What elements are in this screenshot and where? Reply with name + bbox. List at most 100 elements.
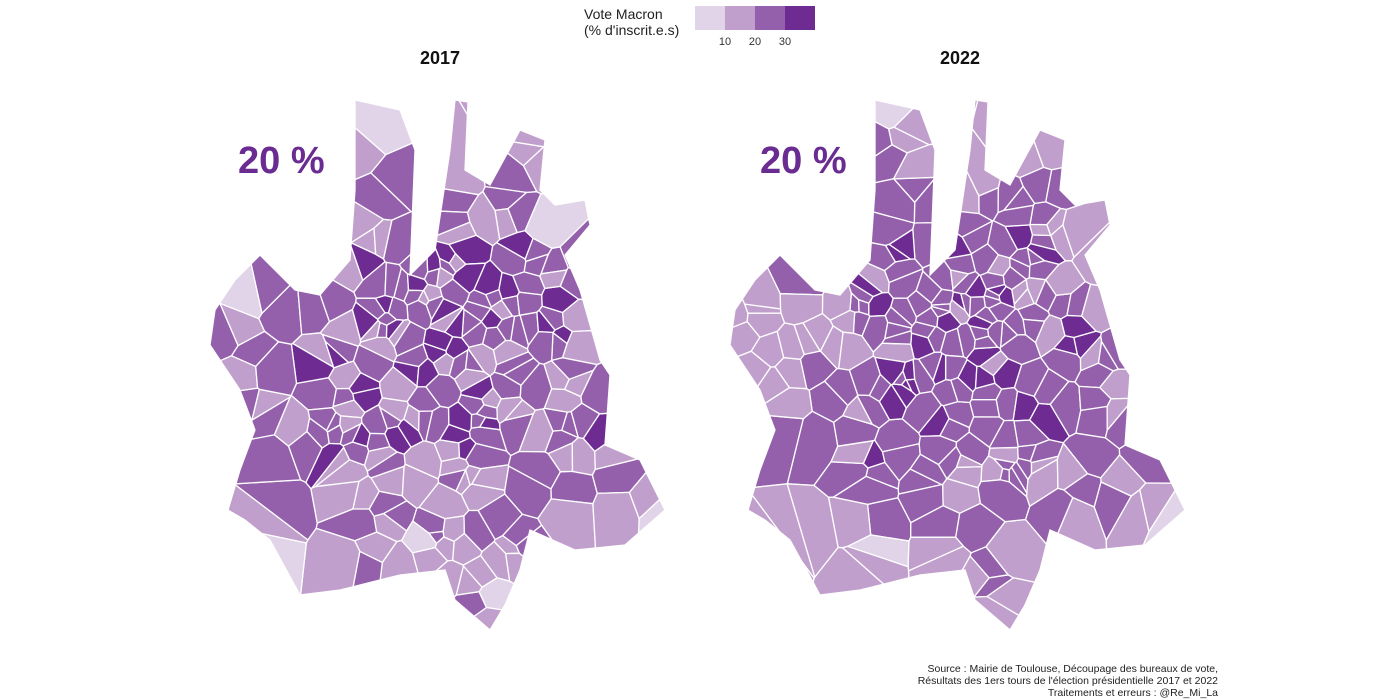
polling-district xyxy=(463,509,496,553)
polling-district xyxy=(891,369,907,386)
polling-district xyxy=(887,268,924,299)
polling-district xyxy=(878,383,908,421)
polling-district xyxy=(747,493,815,584)
polling-district xyxy=(888,228,916,260)
polling-district xyxy=(1013,419,1051,448)
polling-district xyxy=(1080,283,1112,334)
polling-district xyxy=(861,314,889,354)
source-caption: Source : Mairie de Toulouse, Découpage d… xyxy=(918,663,1218,699)
polling-district xyxy=(423,267,440,288)
polling-district xyxy=(874,99,915,130)
polling-district xyxy=(969,399,1001,418)
polling-district xyxy=(966,127,1002,197)
polling-district xyxy=(319,279,357,323)
polling-district xyxy=(299,527,361,596)
polling-district xyxy=(310,446,351,490)
legend-tick-20: 20 xyxy=(748,36,762,48)
polling-district xyxy=(986,219,1019,259)
polling-district xyxy=(235,434,302,485)
polling-district xyxy=(384,261,402,299)
polling-district xyxy=(418,410,434,442)
polling-district xyxy=(502,399,537,422)
legend-swatch-3 xyxy=(755,6,785,30)
polling-district xyxy=(1045,166,1086,211)
polling-district xyxy=(473,606,504,631)
polling-district xyxy=(951,270,980,295)
polling-district xyxy=(961,554,990,599)
polling-district xyxy=(955,453,983,469)
polling-district xyxy=(930,288,954,306)
panel-title-2017: 2017 xyxy=(419,48,461,68)
polling-district xyxy=(363,446,399,473)
polling-district xyxy=(559,217,591,270)
polling-district xyxy=(1034,278,1057,313)
polling-district xyxy=(455,468,471,496)
polling-district xyxy=(977,479,1031,523)
polling-district xyxy=(507,191,542,234)
polling-district xyxy=(457,99,546,148)
polling-district xyxy=(874,120,893,158)
polling-district xyxy=(985,283,1008,297)
polling-district xyxy=(992,204,1035,228)
polling-district xyxy=(1028,260,1061,281)
polling-district xyxy=(774,357,808,390)
polling-district xyxy=(537,498,597,551)
polling-district xyxy=(411,546,449,574)
polling-district xyxy=(1105,488,1150,550)
polling-district xyxy=(378,405,402,430)
polling-district xyxy=(731,297,749,329)
panel-value-2017: 20 % xyxy=(238,140,325,182)
polling-district xyxy=(1033,129,1066,171)
polling-district xyxy=(353,172,413,221)
polling-district xyxy=(452,532,483,566)
polling-district xyxy=(488,137,546,167)
polling-district xyxy=(516,291,543,316)
legend-swatch-4 xyxy=(785,6,815,30)
polling-district xyxy=(429,210,471,240)
polling-district xyxy=(464,348,486,373)
polling-district xyxy=(1106,397,1129,432)
polling-district xyxy=(536,309,556,334)
polling-district xyxy=(942,232,973,260)
panel-title-2022: 2022 xyxy=(939,48,981,68)
polling-district xyxy=(496,315,516,342)
polling-district xyxy=(1029,223,1052,237)
polling-district xyxy=(1022,318,1046,344)
polling-district xyxy=(932,352,947,386)
polling-district xyxy=(561,298,593,333)
legend-tick-10: 10 xyxy=(718,36,732,48)
polling-district xyxy=(496,396,524,425)
polling-district xyxy=(507,450,562,490)
polling-district xyxy=(592,491,640,549)
polling-district xyxy=(425,295,445,321)
legend-swatch-1 xyxy=(695,6,725,30)
polling-district xyxy=(985,577,1036,617)
polling-district xyxy=(930,303,951,313)
polling-district xyxy=(1062,432,1121,479)
polling-district xyxy=(425,373,462,409)
polling-district xyxy=(458,436,477,461)
polling-district xyxy=(539,269,568,290)
polling-district xyxy=(910,321,937,339)
polling-district xyxy=(918,435,958,466)
polling-district xyxy=(321,333,360,364)
polling-district xyxy=(470,413,487,429)
polling-district xyxy=(571,436,596,476)
polling-district xyxy=(466,190,501,247)
panel-value-2022: 20 % xyxy=(760,140,847,182)
polling-district xyxy=(359,319,381,343)
polling-district xyxy=(524,237,553,263)
polling-district xyxy=(515,524,554,558)
polling-district xyxy=(255,341,298,397)
caption-line-3: Traitements et erreurs : @Re_Mi_La xyxy=(1047,687,1218,699)
polling-district xyxy=(892,143,958,180)
polling-district xyxy=(388,318,412,348)
legend-title: Vote Macron (% d'inscrit.e.s) xyxy=(584,6,680,38)
legend-tick-30: 30 xyxy=(778,36,792,48)
polling-district xyxy=(736,350,772,388)
polling-district xyxy=(973,335,999,350)
polling-district xyxy=(841,545,910,585)
polling-district xyxy=(416,357,440,388)
polling-district xyxy=(331,399,366,419)
polling-district xyxy=(912,358,936,395)
